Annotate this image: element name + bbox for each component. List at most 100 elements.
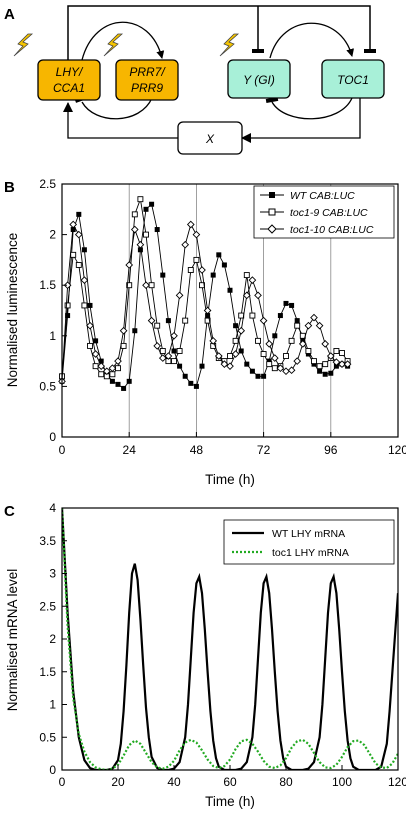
b-point [80,276,89,284]
c-y-tick-label: 3 [49,567,56,581]
b-point [221,262,227,268]
b-point [69,220,78,229]
b-point [243,272,250,279]
b-point [322,371,328,377]
c-x-tick-label: 80 [279,775,293,789]
c-series-line-0 [62,508,398,770]
b-point [182,317,189,324]
b-point [198,266,206,274]
b-point [305,348,312,354]
node-toc1: TOC1 [321,59,385,99]
b-point [137,247,143,253]
b-point [153,342,162,350]
b-point [181,240,190,249]
b-point [91,350,100,358]
b-point [242,291,251,300]
c-y-tick-label: 4 [49,501,56,515]
b-point [154,322,161,329]
c-x-tick-label: 0 [59,775,66,789]
b-point [76,211,82,217]
b-point [265,340,274,348]
b-point [93,338,99,344]
b-x-tick-label: 96 [324,443,338,457]
b-point [63,281,72,290]
b-legend-label-toc1-10: toc1-10 CAB:LUC [290,224,374,236]
b-point [209,337,218,345]
b-point [97,362,106,370]
b-point [214,352,223,360]
b-point [220,360,229,368]
node-lhy-label-1: LHY/ [56,65,84,79]
panel-a-letter: A [4,6,15,23]
b-point [125,261,134,269]
node-lhy-label-2: CCA1 [53,81,85,95]
b-point [231,350,240,358]
b-point [171,358,177,365]
b-point [294,318,300,324]
b-point [227,353,233,359]
c-ticks: 0 20 40 60 80 100 120 0 0.5 1 1.5 2 2.5 3 3.5 4 [39,501,406,789]
b-point [65,313,71,319]
b-point [333,363,339,369]
b-point [188,380,194,386]
panel-a-network-diagram: A LHY/ CCA1 PRR7/ PRR9 [4,5,385,155]
b-point [315,321,324,330]
b-point [75,262,82,268]
b-point [109,378,115,384]
b-point [261,373,267,379]
c-y-tick-label: 3.5 [39,534,56,548]
b-point [87,302,93,308]
b-point [81,247,87,253]
b-point [249,312,256,319]
b-point [154,227,160,233]
b-point [272,333,278,339]
b-point [126,282,133,289]
b-point [317,368,323,374]
b-point [114,357,122,365]
b-point [170,331,178,340]
b-point [237,326,246,335]
b-point [289,302,295,308]
c-series-group [62,508,398,770]
c-y-tick-label: 0 [49,763,56,777]
top-inhibition-lines [67,5,376,60]
b-point [64,302,71,309]
b-point [193,256,200,263]
b-y-axis-title: Normalised luminescence [5,233,20,388]
node-x-label: X [205,132,215,146]
b-point [310,313,318,322]
b-point [328,370,334,376]
b-x-tick-label: 72 [257,443,271,457]
b-point [305,351,311,357]
b-point [193,383,199,389]
c-y-tick-label: 2.5 [39,599,56,613]
b-point [175,291,184,300]
b-point [126,378,132,384]
b-point [332,358,341,366]
b-point [192,230,201,239]
inhibition-bar-toc1 [364,49,376,53]
b-point [205,313,211,319]
arrow-y-to-toc1 [269,22,355,59]
b-y-tick-label: 2.5 [39,177,56,191]
inhibition-prr-to-lhy [81,97,153,120]
c-legend-item-wt: WT LHY mRNA [232,528,345,540]
b-point [326,352,335,360]
b-point [338,360,346,368]
b-point [333,348,340,354]
b-point [158,354,167,362]
b-point [177,363,183,369]
b-point [283,353,289,359]
b-point [255,337,261,344]
b-point [294,322,301,329]
arrow-toc1-to-x [241,98,361,143]
b-point [204,317,211,324]
node-prr7-prr9: PRR7/ PRR9 [115,59,179,101]
b-point [271,365,278,372]
b-point [254,291,262,300]
b-point [203,306,212,315]
b-point [176,348,183,354]
b-legend-item-toc1-9: toc1-9 CAB:LUC [260,207,368,219]
b-point [255,373,261,379]
b-point [74,230,83,239]
